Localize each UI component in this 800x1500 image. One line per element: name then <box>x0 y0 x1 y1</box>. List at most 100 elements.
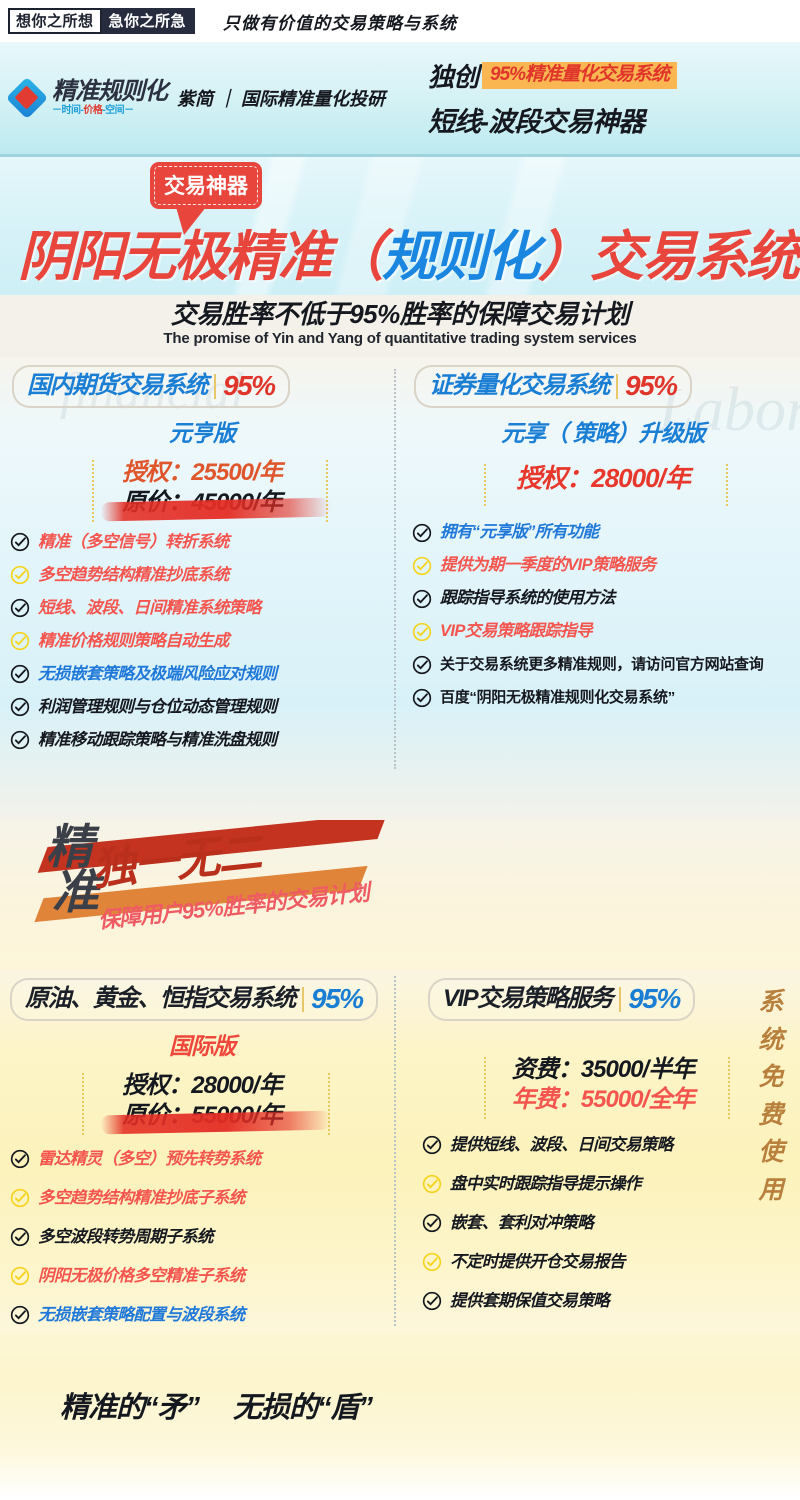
feature-list: 提供短线、波段、日间交易策略 盘中实时跟踪指导提示操作 嵌套、套利对冲策略 不定… <box>422 1135 800 1311</box>
list-item: 雷达精灵（多空）预先转势系统 <box>10 1149 400 1169</box>
feature-text: 利润管理规则与仓位动态管理规则 <box>38 697 277 716</box>
feature-list: 精准（多空信号）转折系统 多空趋势结构精准抄底系统 短线、波段、日间精准系统策略… <box>10 532 400 750</box>
panel-bottom-products: 原油、黄金、恒指交易系统 95% 国际版 授权：28000/年 原价：55000… <box>0 970 800 1332</box>
list-item: 提供套期保值交易策略 <box>422 1291 800 1311</box>
vertical-gold-note: 系统免费使用 <box>750 984 792 1209</box>
check-circle-icon <box>10 1227 30 1247</box>
list-item: 精准价格规则策略自动生成 <box>10 631 400 651</box>
list-item: 利润管理规则与仓位动态管理规则 <box>10 697 400 717</box>
feature-list: 雷达精灵（多空）预先转势系统 多空趋势结构精准抄底子系统 多空波段转势周期子系统… <box>10 1149 400 1325</box>
check-circle-icon <box>10 664 30 684</box>
feature-text: 多空趋势结构精准抄底子系统 <box>38 1188 245 1207</box>
feature-list: 拥有“元享版”所有功能 提供为期一季度的VIP策略服务 跟踪指导系统的使用方法 … <box>412 523 800 708</box>
check-circle-icon <box>10 598 30 618</box>
list-item: 多空波段转势周期子系统 <box>10 1227 400 1247</box>
page-title: 阴阳无极精准（规则化）交易系统 <box>18 212 800 291</box>
feature-text: 精准（多空信号）转折系统 <box>38 532 229 551</box>
badge-right: 急你之所急 <box>101 8 196 34</box>
card-percent-badge: 95% <box>628 983 681 1014</box>
check-circle-icon <box>412 556 432 575</box>
list-item: 百度“阴阳无极精准规则化交易系统” <box>412 688 800 708</box>
feature-text: 提供短线、波段、日间交易策略 <box>450 1135 673 1154</box>
promise-bar: 交易胜率不低于95%胜率的保障交易计划 The promise of Yin a… <box>0 295 800 357</box>
feature-text: 不定时提供开仓交易报告 <box>450 1252 626 1271</box>
feature-text: 盘中实时跟踪指导提示操作 <box>450 1174 641 1193</box>
feature-text: 雷达精灵（多空）预先转势系统 <box>38 1149 261 1168</box>
vgold-char-1: 系 <box>758 988 784 1016</box>
feature-text: 提供为期一季度的VIP策略服务 <box>440 556 656 575</box>
vgold-char-5: 使 <box>758 1138 784 1166</box>
promise-chinese: 交易胜率不低于95%胜率的保障交易计划 <box>170 299 630 329</box>
list-item: 多空趋势结构精准抄底子系统 <box>10 1188 400 1208</box>
card-title: VIP交易策略服务 <box>443 985 614 1012</box>
vgold-char-2: 统 <box>758 1025 784 1054</box>
check-circle-icon <box>10 730 30 750</box>
jingzhun-line2: 准 <box>52 864 99 918</box>
feature-text: VIP交易策略跟踪指导 <box>440 622 593 641</box>
feature-text: 跟踪指导系统的使用方法 <box>440 589 616 608</box>
list-item: 无损嵌套策略配置与波段系统 <box>10 1305 400 1325</box>
check-circle-icon <box>10 1149 30 1169</box>
footer-section: 精准的“矛” 无损的“盾” <box>0 1332 800 1500</box>
jingzhun-line1: 精 <box>46 820 93 873</box>
feature-text: 拥有“元享版”所有功能 <box>440 523 599 542</box>
hero-ray-decoration <box>0 157 800 295</box>
card-subtitle: 国际版 <box>169 1033 236 1059</box>
feature-text: 无损嵌套策略及极端风险应对规则 <box>38 664 277 683</box>
price-current: 授权：25500/年 <box>122 459 282 486</box>
price-original: 原价：55000/年 <box>100 1101 331 1135</box>
card-domestic-futures: 国内期货交易系统 95% 元亨版 授权：25500/年 原价：45000/年 <box>0 357 400 763</box>
list-item: 跟踪指导系统的使用方法 <box>412 589 800 609</box>
card-percent-badge: 95% <box>625 370 678 401</box>
check-circle-icon <box>422 1252 442 1272</box>
card-header-divider <box>214 373 216 399</box>
feature-text: 多空波段转势周期子系统 <box>38 1227 214 1246</box>
card-header: 国内期货交易系统 95% <box>12 365 290 408</box>
hero-title-part1: 阴阳无极精准（ <box>18 227 384 287</box>
price-current: 授权：28000/年 <box>516 463 691 493</box>
list-item: 精准移动跟踪策略与精准洗盘规则 <box>10 730 400 750</box>
list-item: VIP交易策略跟踪指导 <box>412 622 800 642</box>
feature-text: 百度“阴阳无极精准规则化交易系统” <box>440 689 675 706</box>
vgold-char-6: 用 <box>758 1175 784 1204</box>
price-current: 资费：35000/半年 <box>511 1056 695 1083</box>
brand-org-name: 紫简 ｜ 国际精准量化投研 <box>177 89 386 109</box>
card-percent-badge: 95% <box>223 370 276 401</box>
feature-text: 多空趋势结构精准抄底系统 <box>38 565 229 584</box>
check-circle-icon <box>10 1266 30 1286</box>
card-subtitle: 元亨版 <box>169 420 236 446</box>
list-item: 拥有“元享版”所有功能 <box>412 523 800 543</box>
column-divider <box>394 369 396 769</box>
logo-name: 精准规则化 <box>52 78 168 105</box>
list-item: 嵌套、套利对冲策略 <box>422 1213 800 1233</box>
card-title: 国内期货交易系统 <box>27 372 209 399</box>
feature-text: 提供套期保值交易策略 <box>450 1291 610 1310</box>
check-circle-icon <box>422 1291 442 1311</box>
price-block: 授权：25500/年 原价：45000/年 <box>4 458 400 522</box>
price-current: 授权：28000/年 <box>122 1072 282 1099</box>
check-circle-icon <box>412 688 432 707</box>
list-item: 盘中实时跟踪指导提示操作 <box>422 1174 800 1194</box>
brand-diamond-logo-icon <box>5 76 49 120</box>
card-header: VIP交易策略服务 95% <box>428 978 695 1021</box>
middle-banner: 精 准 独一无二 保障用户95%胜率的交易计划 <box>0 820 800 970</box>
list-item: 不定时提供开仓交易报告 <box>422 1252 800 1272</box>
brand-right-group: 独创 95%精准量化交易系统 短线-波段交易神器 <box>420 57 800 139</box>
card-header-divider <box>302 986 304 1012</box>
check-circle-icon <box>10 1305 30 1325</box>
list-item: 阴阳无极价格多空精准子系统 <box>10 1266 400 1286</box>
brand-left-group: 精准规则化 －时间-价格-空间－ 紫简 ｜ 国际精准量化投研 <box>0 76 420 120</box>
card-securities-quant: 证券量化交易系统 95% 元享（ 策略）升级版 授权：28000/年 拥有“元享… <box>400 357 800 763</box>
duchuang-label: 独创 <box>428 62 479 92</box>
top-tagline-text: 只做有价值的交易策略与系统 <box>223 13 458 33</box>
feature-text: 关于交易系统更多精准规则，请访问官方网站查询 <box>440 656 764 673</box>
check-circle-icon <box>422 1174 442 1194</box>
card-header-divider <box>616 373 618 399</box>
logo-subtitle: －时间-价格-空间－ <box>52 105 134 116</box>
price-block: 授权：28000/年 原价：55000/年 <box>4 1071 400 1135</box>
column-divider <box>394 976 396 1326</box>
check-circle-icon <box>422 1213 442 1233</box>
check-circle-icon <box>10 697 30 717</box>
card-header: 原油、黄金、恒指交易系统 95% <box>10 978 378 1021</box>
card-international: 原油、黄金、恒指交易系统 95% 国际版 授权：28000/年 原价：55000… <box>0 970 400 1332</box>
